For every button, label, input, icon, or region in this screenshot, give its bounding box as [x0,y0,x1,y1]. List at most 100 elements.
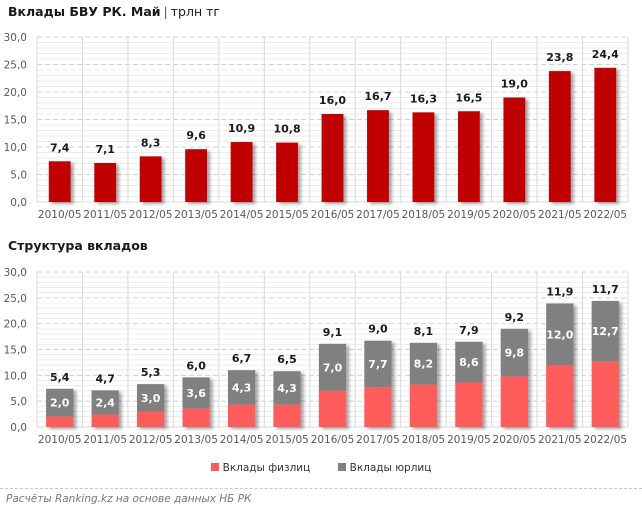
chart2-bar-individuals [500,376,528,427]
chart1-bar [548,71,571,202]
chart2-data-label-legal-entities: 4,7 [95,372,115,385]
chart2-xtick-label: 2012/05 [129,434,173,446]
chart2-ytick-label: 10,0 [4,370,27,382]
chart2-legend: Вклады физлиц Вклады юрлиц [0,462,642,474]
chart2-bar-individuals [318,390,347,427]
chart1-data-label: 24,4 [592,48,619,61]
chart2-data-label-individuals: 8,2 [414,358,434,371]
chart2-bar-legal-entities [227,370,256,405]
legend-swatch-individuals [210,463,219,471]
chart2-xtick-label: 2019/05 [447,434,491,446]
chart1-xtick-label: 2015/05 [265,209,309,221]
chart2-bar-legal-entities [46,388,74,417]
chart2-bar-individuals [546,365,574,427]
chart1-ytick-label: 30,0 [4,32,27,44]
chart1-ytick-label: 10,0 [4,142,27,154]
chart1-bar [321,114,344,202]
chart1-xtick-label: 2018/05 [402,209,446,221]
chart1-ytick-label: 15,0 [4,115,27,127]
chart1-xtick-label: 2019/05 [447,209,491,221]
chart1-data-label: 16,5 [455,91,482,104]
chart2-data-label-legal-entities: 5,4 [50,371,70,384]
chart2-data-label-legal-entities: 8,1 [414,325,434,338]
chart2-data-label-legal-entities: 11,7 [592,283,619,296]
chart2-bar-legal-entities [364,340,392,388]
chart1-data-label: 9,6 [186,129,206,142]
chart1-bar [94,162,117,202]
chart1-xtick-label: 2020/05 [493,209,537,221]
chart2-stack [364,340,392,427]
chart2-data-label-individuals: 8,6 [459,356,479,369]
chart2-xtick-label: 2016/05 [311,434,355,446]
chart2-stack [91,390,119,427]
chart1-title: Вклады БВУ РК. Май | трлн тг [8,4,220,19]
chart2-stack [318,343,347,427]
chart2-ytick-label: 25,0 [4,293,27,305]
source-footnote: Расчёты Ranking.kz на основе данных НБ Р… [6,493,252,505]
chart2-data-label-individuals: 4,3 [277,382,297,395]
chart2-data-label-legal-entities: 9,1 [323,326,343,339]
chart1-xtick-label: 2022/05 [583,209,627,221]
chart2-data-label-individuals: 7,0 [323,361,343,374]
chart2-bar-individuals [364,387,392,427]
chart1-bar [230,142,253,202]
chart2-ytick-label: 15,0 [4,345,27,357]
chart2-stack [227,370,256,427]
chart1-data-label: 16,7 [364,90,391,103]
chart2-data-label-individuals: 12,7 [592,325,619,338]
chart2-bar-individuals [46,416,74,427]
chart2-bar-legal-entities [500,328,528,377]
chart2-xtick-label: 2014/05 [220,434,264,446]
chart1-bar [48,161,71,202]
footer-divider [0,488,642,489]
chart2-data-label-individuals: 3,0 [141,392,161,405]
chart2-bar-individuals [591,361,619,427]
chart1-xtick-label: 2011/05 [83,209,127,221]
chart1-bar [139,156,162,202]
legend-item-legal-entities: Вклады юрлиц [337,462,432,474]
chart2-bar-legal-entities [591,300,619,362]
chart2-xtick-label: 2020/05 [493,434,537,446]
deposits-structure-chart: 0,0 5,0 10,0 15,0 20,0 25,0 30,0 2010/05 2011/05… [4,267,629,446]
chart2-xtick-label: 2017/05 [356,434,400,446]
chart2-data-label-legal-entities: 9,2 [505,311,525,324]
chart1-data-label: 23,8 [546,51,573,64]
chart2-data-label-legal-entities: 11,9 [546,286,573,299]
deposits-bar-chart: 0,0 5,0 10,0 15,0 20,0 25,0 30,0 2010/05 2011/05… [4,32,629,221]
chart2-xtick-label: 2010/05 [38,434,82,446]
chart2-data-label-legal-entities: 6,0 [186,359,206,372]
legend-item-individuals: Вклады физлиц [210,462,311,474]
chart2-bar-individuals [455,382,483,427]
chart2-xtick-label: 2011/05 [83,434,127,446]
legend-label-individuals: Вклады физлиц [222,462,311,474]
legend-label-legal-entities: Вклады юрлиц [349,462,432,474]
chart1-bar [185,149,208,202]
chart2-stack [273,371,301,427]
legend-swatch-legal-entities [337,463,346,471]
chart2-xtick-label: 2022/05 [583,434,627,446]
chart2-xtick-label: 2018/05 [402,434,446,446]
chart2-data-label-legal-entities: 6,5 [277,353,297,366]
chart2-xtick-label: 2021/05 [538,434,582,446]
chart2-ytick-label: 5,0 [10,396,27,408]
chart1-data-label: 16,3 [410,92,437,105]
chart1-xtick-label: 2021/05 [538,209,582,221]
chart2-stack [137,384,165,427]
chart2-bar-legal-entities [455,341,483,383]
chart2-data-label-individuals: 9,8 [505,347,525,360]
chart1-ytick-label: 20,0 [4,87,27,99]
chart1-bar [503,97,526,202]
chart2-bar-individuals [91,414,119,427]
chart2-bar-individuals [273,404,301,427]
chart1-ytick-label: 0,0 [10,197,27,209]
chart2-ytick-label: 30,0 [4,267,27,279]
chart2-data-label-legal-entities: 6,7 [232,352,252,365]
chart2-data-label-individuals: 2,4 [95,396,115,409]
chart2-xtick-label: 2015/05 [265,434,309,446]
chart2-bar-legal-entities [137,384,165,412]
chart1-xtick-label: 2013/05 [174,209,218,221]
chart2-bar-individuals [137,411,165,427]
chart2-stack [546,303,574,427]
chart2-data-label-individuals: 2,0 [50,397,70,410]
chart2-data-label-legal-entities: 7,9 [459,324,479,337]
